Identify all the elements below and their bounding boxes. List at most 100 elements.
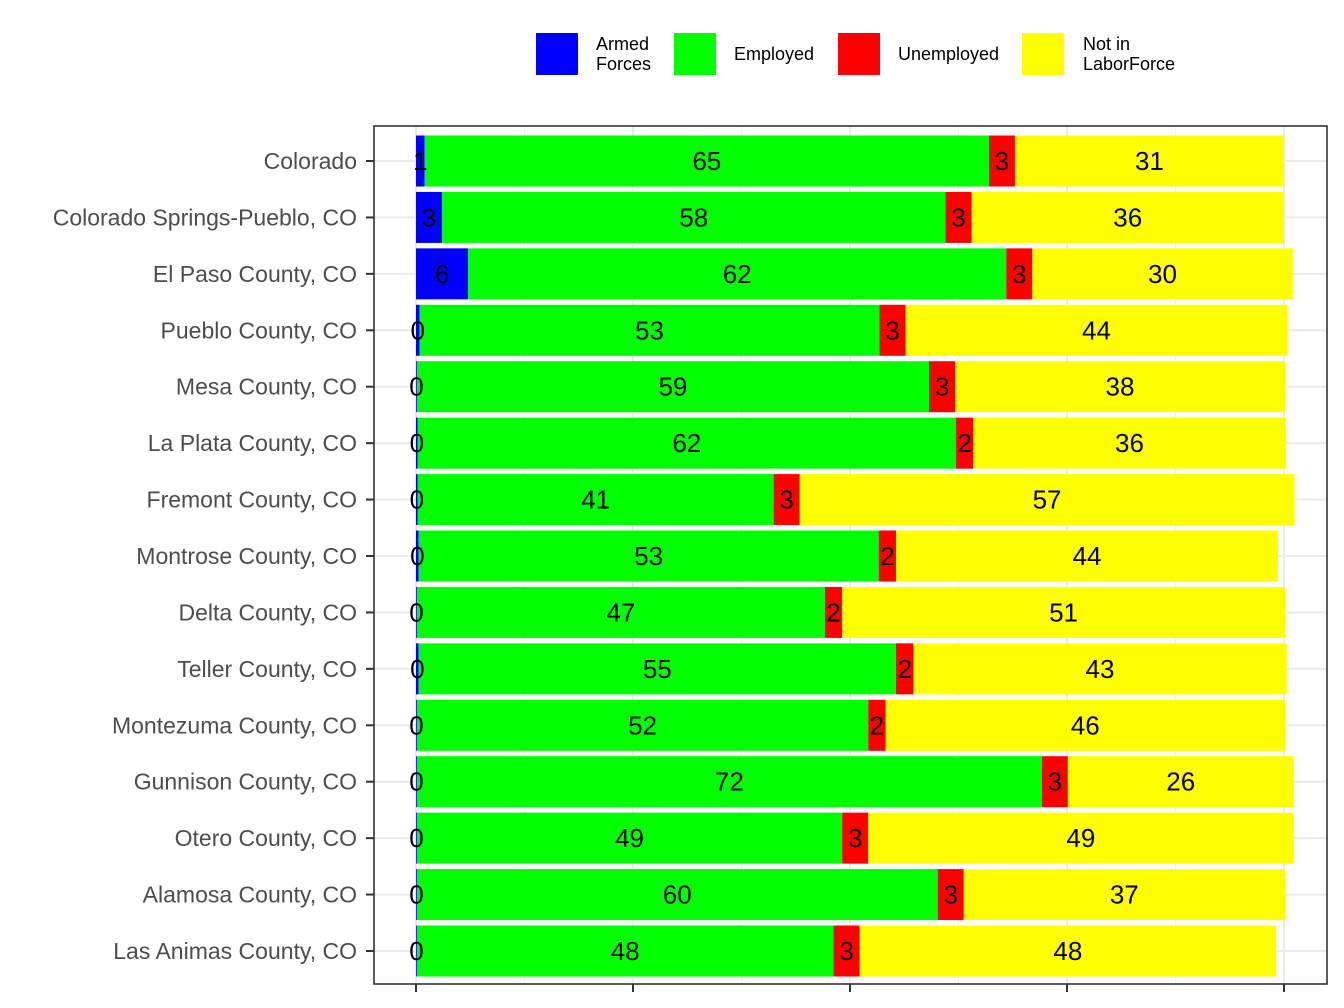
- data-label: 59: [658, 372, 687, 402]
- data-label: 37: [1110, 880, 1139, 910]
- bar-segment: [928, 361, 956, 413]
- bar-segment: [416, 304, 420, 356]
- y-tick-label: Gunnison County, CO: [134, 769, 357, 795]
- bar-segment: [416, 756, 417, 808]
- bar-segment: [885, 699, 1285, 751]
- bars: [416, 135, 1295, 977]
- data-label: 1: [413, 146, 427, 176]
- bar-segment: [868, 812, 1294, 864]
- y-tick-label: Fremont County, CO: [147, 487, 357, 513]
- data-label: 36: [1115, 428, 1144, 458]
- data-label: 62: [672, 428, 701, 458]
- bar-segment: [416, 869, 417, 921]
- data-label: 0: [410, 541, 424, 571]
- bar-segment: [824, 586, 843, 638]
- data-label: 57: [1033, 485, 1062, 515]
- y-tick-label: La Plata County, CO: [148, 430, 357, 456]
- data-label: 0: [410, 485, 424, 515]
- bar-segment: [1006, 248, 1033, 300]
- bar-segment: [416, 474, 418, 526]
- bar-segment: [416, 643, 419, 695]
- bar-segment: [859, 925, 1277, 977]
- y-tick-label: Las Animas County, CO: [113, 938, 357, 964]
- bar-segment: [416, 756, 1042, 808]
- bar-segment: [442, 191, 946, 243]
- legend-label: Forces: [596, 54, 651, 74]
- y-tick-label: Delta County, CO: [178, 599, 357, 625]
- data-label: 0: [409, 880, 423, 910]
- bar-segment: [416, 699, 417, 751]
- bar-segment: [416, 530, 419, 582]
- legend-label: Armed: [596, 34, 649, 54]
- data-label: 46: [1071, 710, 1100, 740]
- data-label: 44: [1082, 315, 1111, 345]
- y-tick-label: Pueblo County, CO: [161, 317, 357, 343]
- bar-segment: [416, 812, 843, 864]
- bar-segment: [416, 135, 425, 187]
- bar-segment: [896, 530, 1278, 582]
- bar-segment: [963, 869, 1285, 921]
- bar-segment: [971, 191, 1284, 243]
- data-label: 49: [1066, 823, 1095, 853]
- data-label: 58: [679, 202, 708, 232]
- data-label: 3: [885, 315, 899, 345]
- bar-segment: [418, 530, 879, 582]
- data-label: 2: [826, 597, 840, 627]
- data-label: 3: [422, 202, 436, 232]
- data-label: 2: [957, 428, 971, 458]
- y-tick-label: Mesa County, CO: [176, 374, 357, 400]
- legend-label: Employed: [734, 44, 814, 64]
- data-label: 72: [715, 767, 744, 797]
- bar-segment: [868, 699, 886, 751]
- data-label: 3: [779, 485, 793, 515]
- data-label: 52: [628, 710, 657, 740]
- legend-key: [536, 33, 578, 75]
- legend-key: [1022, 33, 1064, 75]
- bar-segment: [468, 248, 1007, 300]
- data-label: 48: [1053, 936, 1082, 966]
- data-label: 6: [435, 259, 449, 289]
- bar-segment: [1032, 248, 1293, 300]
- bar-segment: [1041, 756, 1068, 808]
- bar-segment: [416, 925, 834, 977]
- data-label: 55: [643, 654, 672, 684]
- bar-segment: [1067, 756, 1294, 808]
- data-label: 0: [409, 372, 423, 402]
- bar-segment: [842, 812, 869, 864]
- legend-label: Unemployed: [898, 44, 999, 64]
- data-label: 49: [615, 823, 644, 853]
- data-label: 31: [1135, 146, 1164, 176]
- data-label: 0: [409, 597, 423, 627]
- data-label: 3: [995, 146, 1009, 176]
- data-label: 44: [1073, 541, 1102, 571]
- data-label: 3: [1012, 259, 1026, 289]
- data-label: 3: [943, 880, 957, 910]
- data-label: 0: [409, 823, 423, 853]
- bar-segment: [416, 586, 825, 638]
- bar-segment: [945, 191, 972, 243]
- data-label: 0: [410, 428, 424, 458]
- data-label: 3: [839, 936, 853, 966]
- bar-segment: [416, 699, 869, 751]
- bar-segment: [833, 925, 860, 977]
- bar-segment: [416, 191, 443, 243]
- y-tick-label: Colorado Springs-Pueblo, CO: [53, 204, 357, 230]
- data-label: 62: [723, 259, 752, 289]
- bar-segment: [416, 925, 417, 977]
- bar-segment: [418, 643, 897, 695]
- bar-segment: [424, 135, 989, 187]
- bar-segment: [416, 586, 417, 638]
- data-label: 2: [897, 654, 911, 684]
- y-tick-label: Montrose County, CO: [136, 543, 357, 569]
- bar-segment: [416, 869, 938, 921]
- bar-segment: [842, 586, 1285, 638]
- data-label: 41: [581, 485, 610, 515]
- data-label: 0: [409, 710, 423, 740]
- bar-segment: [419, 304, 880, 356]
- bar-segment: [905, 304, 1288, 356]
- data-label: 38: [1105, 372, 1134, 402]
- y-tick-label: Colorado: [264, 148, 357, 174]
- bar-segment: [937, 869, 964, 921]
- data-label: 51: [1049, 597, 1078, 627]
